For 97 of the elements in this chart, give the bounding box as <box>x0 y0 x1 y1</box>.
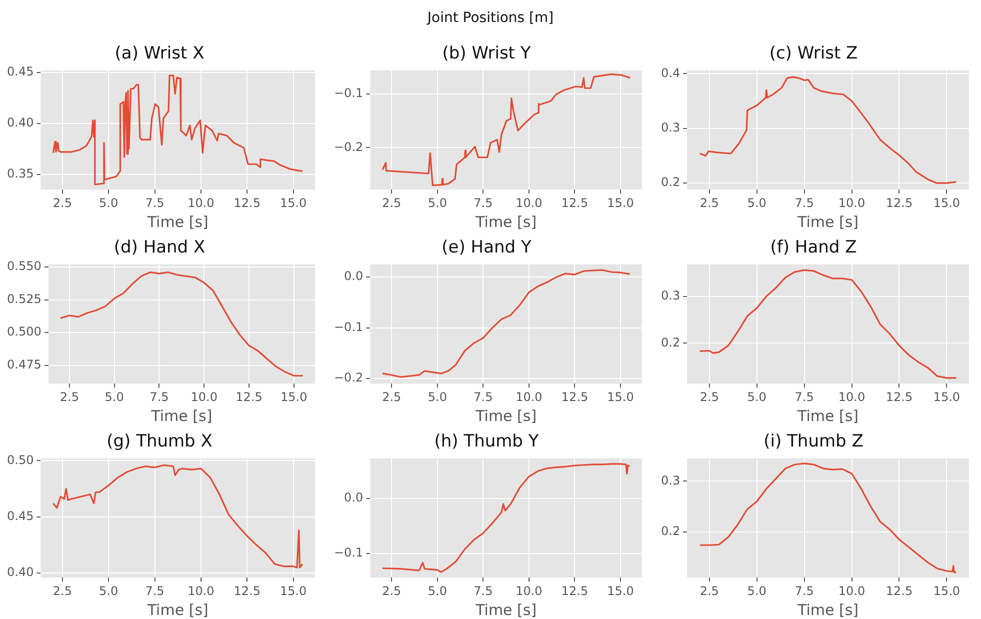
chart-title: (g) Thumb X <box>106 432 213 452</box>
y-tick-label: −0.1 <box>334 546 364 560</box>
x-tick-label: 15.0 <box>280 196 307 210</box>
x-tick-label: 7.5 <box>474 390 493 404</box>
x-tick-label: 7.5 <box>145 196 164 210</box>
x-tick-label: 5.0 <box>99 196 118 210</box>
chart-title: (a) Wrist X <box>114 44 205 64</box>
x-axis-title: Time [s] <box>146 600 208 619</box>
x-tick-label: 7.5 <box>794 390 814 404</box>
x-tick-label: 15.0 <box>280 390 308 404</box>
x-tick-label: 12.5 <box>886 584 913 598</box>
y-tick-label: 0.525 <box>6 292 42 306</box>
chart-title: (e) Hand Y <box>442 238 532 258</box>
x-tick-label: 15.0 <box>607 584 634 598</box>
x-tick-label: 2.5 <box>700 196 719 210</box>
x-tick-label: 15.0 <box>607 390 634 404</box>
x-tick-label: 12.5 <box>561 584 588 598</box>
x-tick-label: 5.0 <box>428 390 447 404</box>
x-tick-label: 7.5 <box>145 584 164 598</box>
x-tick-label: 12.5 <box>236 390 262 404</box>
x-tick-label: 10.0 <box>516 390 542 404</box>
x-tick-label: 10.0 <box>516 584 542 598</box>
x-tick-label: 7.5 <box>794 584 814 598</box>
x-tick-label: 10.0 <box>516 196 542 210</box>
x-tick-label: 15.0 <box>933 390 960 404</box>
x-tick-label: 5.0 <box>428 196 447 210</box>
y-tick-label: 0.50 <box>7 452 34 467</box>
text: Joint Positions [m] <box>426 10 555 26</box>
chart-title: (b) Wrist Y <box>442 44 532 64</box>
x-tick-label: 2.5 <box>382 196 402 210</box>
x-tick-label: 15.0 <box>280 584 307 598</box>
y-tick-label: 0.3 <box>660 473 680 488</box>
y-tick-label: −0.2 <box>334 140 364 154</box>
y-tick-label: 0.3 <box>660 120 680 134</box>
chart-title: (d) Hand X <box>114 238 206 258</box>
x-tick-label: 5.0 <box>747 196 766 210</box>
x-tick-label: 10.0 <box>190 390 218 404</box>
y-tick-label: 0.35 <box>7 166 34 180</box>
x-tick-label: 15.0 <box>933 196 960 210</box>
x-tick-label: 2.5 <box>60 390 79 404</box>
y-tick-label: 0.475 <box>6 357 42 372</box>
x-tick-label: 2.5 <box>382 390 402 404</box>
x-tick-label: 7.5 <box>474 196 493 210</box>
x-tick-label: 15.0 <box>607 196 634 210</box>
x-tick-label: 7.5 <box>150 390 169 404</box>
chart-title: (h) Thumb Y <box>434 432 540 452</box>
x-tick-label: 15.0 <box>933 584 960 598</box>
x-tick-label: 12.5 <box>886 196 913 210</box>
x-axis-title: Time [s] <box>474 406 537 425</box>
x-tick-label: 2.5 <box>700 390 719 404</box>
chart-title: (c) Wrist Z <box>769 44 858 64</box>
y-tick-label: 0.3 <box>660 288 680 302</box>
y-tick-label: 0.2 <box>660 335 680 350</box>
x-tick-label: 7.5 <box>794 196 814 210</box>
chart-title: (i) Thumb Z <box>764 432 864 452</box>
x-tick-label: 2.5 <box>52 584 72 598</box>
y-tick-label: −0.1 <box>334 320 364 334</box>
x-tick-label: 12.5 <box>561 390 588 404</box>
y-tick-label: 0.2 <box>660 524 680 538</box>
y-tick-label: 0.4 <box>660 66 680 80</box>
x-tick-label: 5.0 <box>747 390 766 404</box>
x-tick-label: 5.0 <box>428 584 447 598</box>
x-axis-title: Time [s] <box>474 212 537 231</box>
y-tick-label: 0.500 <box>6 324 42 339</box>
x-axis-title: Time [s] <box>796 600 859 619</box>
x-tick-label: 12.5 <box>234 584 260 598</box>
y-tick-label: 0.550 <box>6 259 42 274</box>
x-tick-label: 2.5 <box>382 584 402 598</box>
x-tick-label: 10.0 <box>838 584 866 598</box>
x-tick-label: 12.5 <box>886 390 913 404</box>
x-tick-label: 7.5 <box>474 584 493 598</box>
x-tick-label: 2.5 <box>52 196 72 210</box>
x-tick-label: 12.5 <box>234 196 260 210</box>
x-tick-label: 5.0 <box>99 584 118 598</box>
x-axis-title: Time [s] <box>150 406 212 425</box>
y-tick-label: 0.0 <box>344 269 364 284</box>
x-tick-label: 10.0 <box>188 584 214 598</box>
y-tick-label: 0.2 <box>660 175 680 190</box>
y-tick-label: 0.0 <box>344 490 364 505</box>
x-tick-label: 12.5 <box>561 196 588 210</box>
x-tick-label: 10.0 <box>838 196 866 210</box>
y-tick-label: −0.2 <box>334 370 364 385</box>
x-tick-label: 10.0 <box>838 390 866 404</box>
x-tick-label: 5.0 <box>104 390 124 404</box>
x-axis-title: Time [s] <box>796 406 859 425</box>
chart-title: (f) Hand Z <box>770 238 857 258</box>
y-tick-label: 0.45 <box>7 509 34 523</box>
y-tick-label: 0.40 <box>7 565 34 580</box>
x-tick-label: 10.0 <box>188 196 214 210</box>
x-axis-title: Time [s] <box>796 212 859 231</box>
x-tick-label: 2.5 <box>700 584 719 598</box>
x-axis-title: Time [s] <box>474 600 537 619</box>
x-tick-label: 5.0 <box>747 584 766 598</box>
x-axis-title: Time [s] <box>146 212 208 231</box>
y-tick-label: 0.45 <box>7 64 34 79</box>
y-tick-label: 0.40 <box>7 116 34 130</box>
y-tick-label: −0.1 <box>334 86 364 100</box>
